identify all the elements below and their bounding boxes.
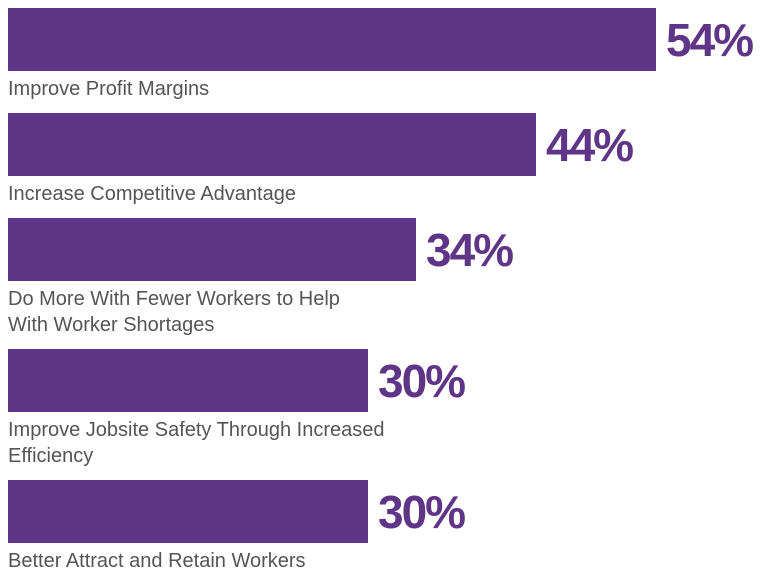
- bar: [8, 8, 656, 71]
- bar-line: 30%: [8, 349, 766, 412]
- value-label: 30%: [378, 354, 466, 407]
- category-label: Increase Competitive Advantage: [8, 183, 296, 205]
- bar: [8, 218, 416, 281]
- value-label: 44%: [546, 118, 634, 171]
- bar-line: 44%: [8, 113, 766, 176]
- bar: [8, 349, 368, 412]
- bar-line: 54%: [8, 8, 766, 71]
- value-label: 34%: [426, 223, 514, 276]
- category-label: Improve Profit Margins: [8, 78, 210, 100]
- bar: [8, 480, 368, 543]
- category-label: Do More With Fewer Workers to Help With …: [8, 288, 340, 336]
- bar-row: 30% Improve Jobsite Safety Through Increa…: [8, 349, 766, 469]
- category-label: Improve Jobsite Safety Through Increased…: [8, 419, 385, 467]
- bar-line: 34%: [8, 218, 766, 281]
- value-label: 54%: [666, 13, 754, 66]
- bar-row: 34% Do More With Fewer Workers to Help Wi…: [8, 218, 766, 338]
- bar-row: 30% Better Attract and Retain Workers: [8, 480, 766, 574]
- category-label: Better Attract and Retain Workers: [8, 550, 306, 572]
- bar: [8, 113, 536, 176]
- bar-row: 44% Increase Competitive Advantage: [8, 113, 766, 207]
- bar-line: 30%: [8, 480, 766, 543]
- value-label: 30%: [378, 485, 466, 538]
- bar-row: 54% Improve Profit Margins: [8, 8, 766, 102]
